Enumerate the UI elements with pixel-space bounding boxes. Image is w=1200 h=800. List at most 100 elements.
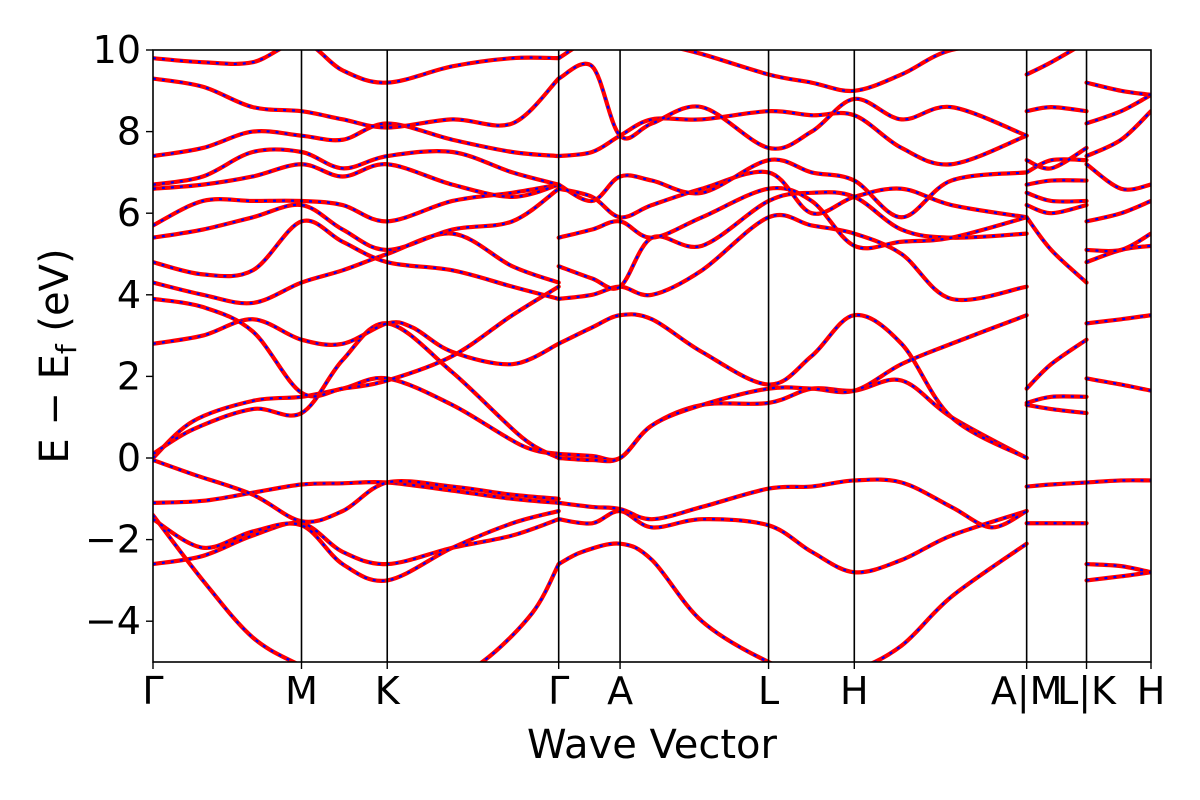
band-line-dashed xyxy=(1086,93,1151,125)
band-48 xyxy=(1084,376,1151,393)
band-line-dashed xyxy=(1086,110,1151,158)
band-51 xyxy=(1084,231,1151,254)
band-line-dashed xyxy=(1026,50,1075,76)
y-axis-ticks: −4 −2 0 2 4 6 8 10 xyxy=(85,28,153,643)
band-19 xyxy=(556,508,1029,575)
band-line-dashed xyxy=(153,322,560,459)
band-line xyxy=(153,76,561,130)
band-line-dashed xyxy=(153,50,559,84)
band-line-dashed xyxy=(558,478,1028,529)
band-47 xyxy=(1084,478,1151,485)
band-line-dashed xyxy=(153,509,559,582)
band-line-dashed xyxy=(558,313,1028,459)
band-33 xyxy=(1024,480,1089,489)
x-axis-label: Wave Vector xyxy=(527,722,778,768)
band-35 xyxy=(1024,394,1089,406)
band-37 xyxy=(1024,215,1089,285)
band-38 xyxy=(1024,202,1089,216)
band-line xyxy=(1084,198,1151,224)
x-tick-label: H xyxy=(840,669,869,713)
band-line-dashed xyxy=(153,148,559,186)
y-axis-label-subscript: f xyxy=(50,343,83,354)
band-line xyxy=(1084,313,1151,326)
y-tick-label: 0 xyxy=(117,436,141,480)
band-4 xyxy=(153,457,561,524)
band-line-dashed xyxy=(558,509,1027,574)
band-line xyxy=(1084,561,1151,575)
band-34 xyxy=(1024,402,1089,416)
band-13 xyxy=(153,162,561,199)
band-line-dashed xyxy=(558,50,957,93)
band-line xyxy=(153,508,561,583)
band-54 xyxy=(1084,109,1151,159)
band-40 xyxy=(1024,178,1089,187)
band-line-dashed xyxy=(558,542,1028,662)
x-tick-label: A xyxy=(607,669,633,713)
band-line-dashed xyxy=(558,314,1028,463)
band-line xyxy=(1084,376,1151,393)
band-46 xyxy=(1084,570,1151,583)
y-tick-label: 10 xyxy=(93,28,141,72)
band-line-dashed xyxy=(153,518,560,566)
band-line-dashed xyxy=(153,183,559,227)
band-1 xyxy=(153,517,561,567)
band-45 xyxy=(1084,561,1151,575)
band-line xyxy=(1084,80,1151,97)
band-line-dashed xyxy=(153,122,559,158)
band-17 xyxy=(153,50,561,85)
band-11 xyxy=(153,186,561,253)
y-tick-label: 2 xyxy=(117,354,141,398)
x-tick-label: Γ xyxy=(142,669,163,713)
band-line xyxy=(153,218,561,301)
band-line xyxy=(153,513,561,662)
band-line xyxy=(1024,337,1089,391)
y-tick-label: −4 xyxy=(85,599,141,643)
band-20 xyxy=(556,477,1029,530)
band-line xyxy=(556,477,1029,530)
band-lines xyxy=(153,50,1151,662)
band-16 xyxy=(153,76,561,130)
x-tick-label: A|M xyxy=(991,669,1063,714)
band-9 xyxy=(153,231,561,306)
y-tick-label: 6 xyxy=(117,191,141,235)
band-41 xyxy=(1024,157,1089,175)
band-8 xyxy=(153,284,561,399)
x-tick-label: H xyxy=(1137,669,1166,713)
band-line xyxy=(1024,145,1089,171)
band-10 xyxy=(153,218,561,301)
band-line xyxy=(153,121,561,159)
band-line-dashed xyxy=(1085,163,1151,191)
y-axis-label: E − Ef (eV) xyxy=(32,248,83,463)
band-line xyxy=(1024,178,1089,187)
x-axis-ticks: Γ M K Γ A L H A|ML|K H xyxy=(142,662,1165,714)
band-line-dashed xyxy=(153,514,560,662)
band-44 xyxy=(1024,50,1077,77)
band-42 xyxy=(1024,145,1089,171)
band-30 xyxy=(556,61,1029,151)
band-line-dashed xyxy=(153,232,560,305)
band-line-dashed xyxy=(153,77,560,129)
band-line xyxy=(1024,402,1089,416)
high-symmetry-lines xyxy=(300,50,1088,662)
band-12 xyxy=(153,182,561,228)
band-line xyxy=(153,321,561,461)
band-line xyxy=(1024,215,1089,285)
band-line xyxy=(153,231,561,306)
band-3 xyxy=(153,479,561,505)
band-line-dashed xyxy=(153,318,560,366)
band-line-dashed xyxy=(1026,158,1087,174)
band-line xyxy=(1024,202,1089,216)
band-line xyxy=(556,508,1029,575)
y-axis-label-unit: (eV) xyxy=(32,248,78,344)
x-tick-label: Γ xyxy=(548,669,569,713)
band-18 xyxy=(556,541,1029,662)
y-tick-label: 4 xyxy=(117,273,141,317)
band-line xyxy=(153,457,561,524)
x-tick-label: M xyxy=(285,669,318,713)
band-6 xyxy=(153,321,561,461)
band-22 xyxy=(556,313,1029,464)
band-43 xyxy=(1024,105,1089,114)
band-56 xyxy=(1084,80,1151,97)
band-line xyxy=(1084,231,1151,254)
band-2 xyxy=(153,508,561,583)
